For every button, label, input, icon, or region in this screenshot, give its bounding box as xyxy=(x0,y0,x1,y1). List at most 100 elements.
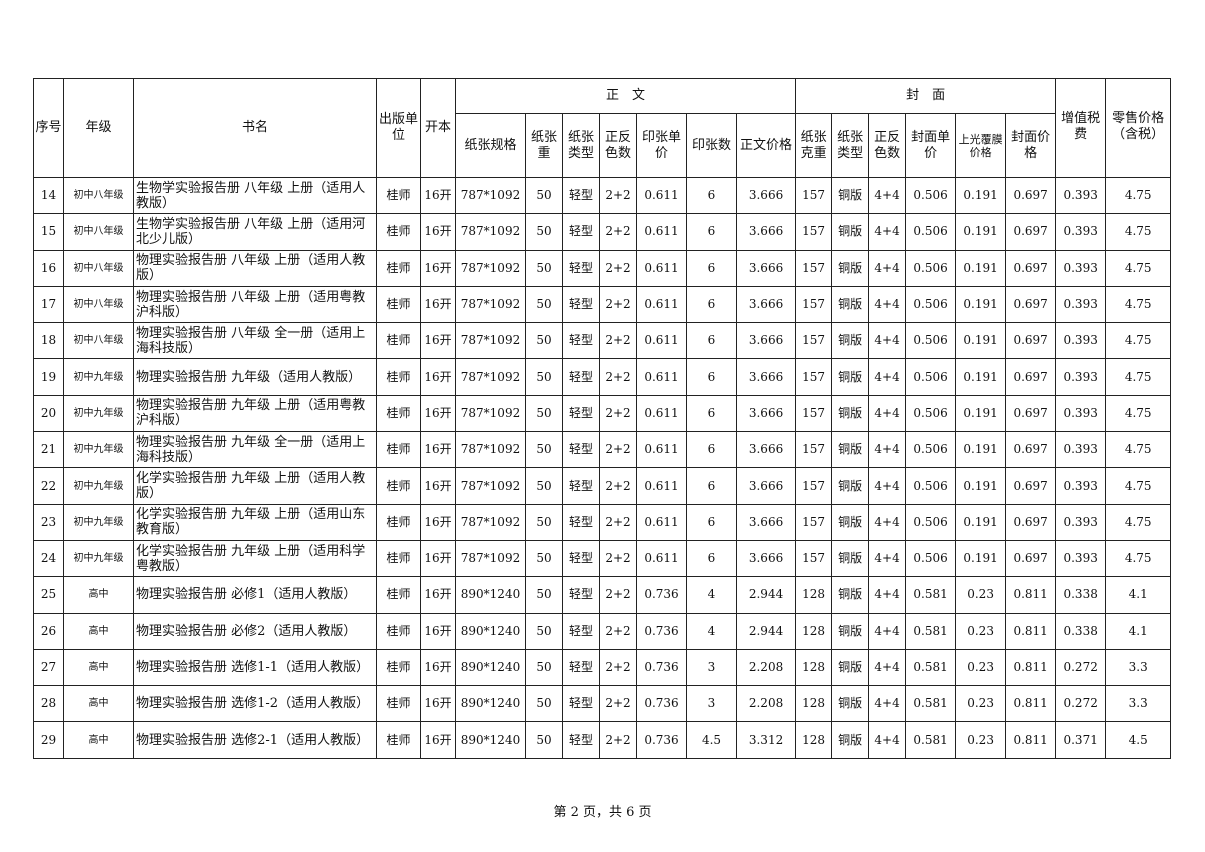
cell-paper-size: 787*1092 xyxy=(455,539,526,578)
cell-cover-price: 0.697 xyxy=(1005,285,1057,324)
cell-sheet-price: 0.611 xyxy=(636,358,687,396)
cell-cover-colors: 4+4 xyxy=(868,467,907,505)
cell-retail-price: 4.75 xyxy=(1105,285,1172,324)
table-row: 29 高中 物理实验报告册 选修2-1（适用人教版） 桂师 16开 890*1240 50 轻… xyxy=(33,721,1172,759)
cell-body-price: 2.944 xyxy=(735,612,797,650)
cell-cover-unit-price: 0.506 xyxy=(905,176,957,215)
cell-sheet-count: 6 xyxy=(686,176,737,215)
cell-cover-colors: 4+4 xyxy=(868,721,907,759)
cell-format: 16开 xyxy=(420,176,456,215)
header-cover-col: 封面单价 xyxy=(905,113,957,178)
cell-colors: 2+2 xyxy=(599,322,637,360)
cell-body-price: 3.666 xyxy=(735,431,797,469)
cell-seq: 17 xyxy=(33,285,64,324)
cell-sheet-count: 3 xyxy=(686,648,737,687)
cell-sheet-price: 0.611 xyxy=(636,176,687,215)
cell-publisher: 桂师 xyxy=(376,467,421,505)
header-publisher: 出版单位 xyxy=(376,78,421,178)
cell-lamination-price: 0.23 xyxy=(955,721,1007,759)
cell-cover-price: 0.811 xyxy=(1005,648,1057,687)
cell-sheet-count: 6 xyxy=(686,285,737,324)
cell-cover-weight: 128 xyxy=(795,612,833,650)
cell-colors: 2+2 xyxy=(599,431,637,469)
cell-paper-weight: 50 xyxy=(525,213,563,251)
cell-seq: 16 xyxy=(33,249,64,287)
cell-sheet-count: 3 xyxy=(686,685,737,723)
cell-paper-size: 787*1092 xyxy=(455,249,526,287)
cell-format: 16开 xyxy=(420,648,456,687)
cell-vat: 0.393 xyxy=(1055,394,1107,433)
cell-body-price: 3.666 xyxy=(735,285,797,324)
cell-cover-price: 0.697 xyxy=(1005,467,1057,505)
cell-grade: 初中八年级 xyxy=(63,249,134,287)
cell-lamination-price: 0.191 xyxy=(955,503,1007,541)
cell-grade: 初中九年级 xyxy=(63,539,134,578)
header-cover-col: 纸张类型 xyxy=(831,113,870,178)
cell-cover-price: 0.697 xyxy=(1005,322,1057,360)
header-cover-col: 上光覆膜价格 xyxy=(955,113,1007,178)
cell-retail-price: 4.75 xyxy=(1105,358,1172,396)
cell-seq: 29 xyxy=(33,721,64,759)
cell-paper-size: 787*1092 xyxy=(455,467,526,505)
cell-cover-unit-price: 0.581 xyxy=(905,612,957,650)
cell-seq: 20 xyxy=(33,394,64,433)
cell-paper-size: 787*1092 xyxy=(455,431,526,469)
cell-retail-price: 4.75 xyxy=(1105,431,1172,469)
page-footer: 第 2 页，共 6 页 xyxy=(553,805,652,820)
cell-paper-size: 890*1240 xyxy=(455,648,526,687)
cell-colors: 2+2 xyxy=(599,394,637,433)
cell-cover-weight: 157 xyxy=(795,394,833,433)
cell-seq: 14 xyxy=(33,176,64,215)
cell-seq: 22 xyxy=(33,467,64,505)
cell-colors: 2+2 xyxy=(599,358,637,396)
cell-format: 16开 xyxy=(420,612,456,650)
cell-paper-weight: 50 xyxy=(525,539,563,578)
cell-cover-unit-price: 0.506 xyxy=(905,285,957,324)
cell-cover-price: 0.697 xyxy=(1005,249,1057,287)
cell-paper-weight: 50 xyxy=(525,648,563,687)
cell-cover-paper-type: 铜版 xyxy=(831,539,870,578)
cell-seq: 15 xyxy=(33,213,64,251)
cell-cover-paper-type: 铜版 xyxy=(831,721,870,759)
cell-cover-colors: 4+4 xyxy=(868,503,907,541)
cell-grade: 高中 xyxy=(63,685,134,723)
cell-grade: 初中九年级 xyxy=(63,394,134,433)
header-cover-col: 封面价格 xyxy=(1005,113,1057,178)
cell-book-name: 化学实验报告册 九年级 上册（适用科学粤教版） xyxy=(133,539,377,578)
cell-body-price: 3.312 xyxy=(735,721,797,759)
cell-lamination-price: 0.23 xyxy=(955,576,1007,614)
cell-cover-weight: 157 xyxy=(795,176,833,215)
cell-cover-price: 0.811 xyxy=(1005,685,1057,723)
cell-cover-paper-type: 铜版 xyxy=(831,322,870,360)
table-row: 27 高中 物理实验报告册 选修1-1（适用人教版） 桂师 16开 890*1240 50 轻… xyxy=(33,648,1172,687)
cell-publisher: 桂师 xyxy=(376,539,421,578)
cell-cover-paper-type: 铜版 xyxy=(831,648,870,687)
cell-sheet-price: 0.736 xyxy=(636,648,687,687)
cell-paper-size: 787*1092 xyxy=(455,285,526,324)
cell-lamination-price: 0.191 xyxy=(955,394,1007,433)
cell-colors: 2+2 xyxy=(599,721,637,759)
cell-cover-unit-price: 0.506 xyxy=(905,394,957,433)
cell-paper-weight: 50 xyxy=(525,612,563,650)
cell-cover-colors: 4+4 xyxy=(868,648,907,687)
cell-cover-weight: 128 xyxy=(795,648,833,687)
cell-paper-weight: 50 xyxy=(525,358,563,396)
cell-lamination-price: 0.191 xyxy=(955,176,1007,215)
cell-paper-weight: 50 xyxy=(525,576,563,614)
cell-vat: 0.393 xyxy=(1055,213,1107,251)
cell-cover-unit-price: 0.506 xyxy=(905,249,957,287)
header-body-group: 正 文 xyxy=(454,78,797,114)
cell-lamination-price: 0.191 xyxy=(955,539,1007,578)
cell-paper-weight: 50 xyxy=(525,394,563,433)
cell-cover-price: 0.697 xyxy=(1005,358,1057,396)
cell-seq: 28 xyxy=(33,685,64,723)
header-seq: 序号 xyxy=(33,78,64,178)
cell-book-name: 生物学实验报告册 八年级 上册（适用人教版） xyxy=(133,176,377,215)
cell-cover-paper-type: 铜版 xyxy=(831,467,870,505)
cell-book-name: 物理实验报告册 八年级 上册（适用粤教沪科版） xyxy=(133,285,377,324)
cell-cover-paper-type: 铜版 xyxy=(831,612,870,650)
cell-grade: 初中九年级 xyxy=(63,431,134,469)
cell-cover-colors: 4+4 xyxy=(868,685,907,723)
cell-cover-colors: 4+4 xyxy=(868,358,907,396)
table-row: 18 初中八年级 物理实验报告册 八年级 全一册（适用上海科技版） 桂师 16开 787*… xyxy=(33,322,1172,360)
